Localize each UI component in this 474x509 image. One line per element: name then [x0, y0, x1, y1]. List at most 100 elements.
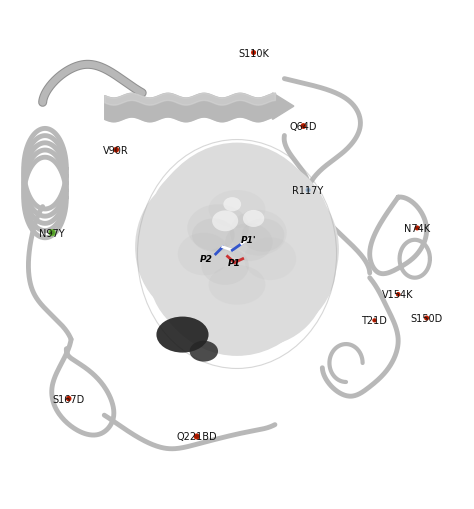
- Point: [291, 113, 298, 121]
- Point: [371, 317, 378, 325]
- Point: [112, 147, 120, 155]
- Point: [413, 224, 421, 233]
- Point: [300, 123, 307, 131]
- Point: [193, 433, 201, 441]
- Ellipse shape: [152, 164, 265, 259]
- Text: V90R: V90R: [103, 146, 129, 155]
- Ellipse shape: [230, 211, 287, 256]
- Ellipse shape: [243, 211, 264, 228]
- Point: [37, 217, 45, 225]
- Point: [112, 147, 120, 155]
- Ellipse shape: [190, 341, 218, 362]
- Ellipse shape: [147, 151, 308, 321]
- Point: [394, 291, 402, 299]
- Polygon shape: [273, 94, 294, 120]
- Point: [423, 314, 430, 322]
- Ellipse shape: [161, 153, 313, 299]
- Text: T21D: T21D: [362, 316, 387, 326]
- Point: [413, 224, 421, 233]
- Point: [304, 187, 312, 195]
- Point: [112, 147, 120, 155]
- Text: S150D: S150D: [410, 314, 443, 323]
- Ellipse shape: [168, 155, 306, 269]
- Ellipse shape: [175, 188, 337, 340]
- Point: [371, 317, 378, 325]
- Point: [371, 317, 378, 325]
- Ellipse shape: [135, 177, 258, 318]
- Ellipse shape: [166, 236, 308, 349]
- Ellipse shape: [156, 157, 289, 280]
- Text: P1: P1: [228, 258, 241, 267]
- Ellipse shape: [178, 233, 230, 276]
- Point: [103, 136, 111, 145]
- Point: [250, 49, 257, 58]
- Ellipse shape: [190, 162, 327, 285]
- Point: [394, 291, 402, 299]
- Point: [112, 147, 120, 155]
- Ellipse shape: [244, 238, 296, 280]
- Point: [65, 394, 73, 403]
- Point: [304, 187, 312, 195]
- Text: P2: P2: [200, 254, 213, 264]
- Point: [304, 187, 312, 195]
- Ellipse shape: [223, 197, 241, 212]
- Point: [193, 433, 201, 441]
- Point: [304, 187, 312, 195]
- Point: [65, 394, 73, 403]
- Point: [296, 178, 304, 186]
- Point: [394, 291, 402, 299]
- Ellipse shape: [209, 265, 265, 305]
- Point: [56, 385, 64, 393]
- Text: Q221BD: Q221BD: [176, 432, 217, 442]
- Point: [387, 282, 395, 291]
- Point: [193, 433, 201, 441]
- Point: [300, 123, 307, 131]
- Ellipse shape: [192, 219, 235, 252]
- Point: [48, 229, 56, 237]
- Point: [394, 291, 402, 299]
- Ellipse shape: [142, 174, 294, 335]
- Point: [300, 123, 307, 131]
- Text: N97Y: N97Y: [39, 228, 65, 238]
- Point: [65, 394, 73, 403]
- Ellipse shape: [156, 317, 209, 353]
- Ellipse shape: [190, 210, 327, 347]
- Ellipse shape: [149, 210, 292, 342]
- Point: [413, 224, 421, 233]
- Point: [65, 394, 73, 403]
- Point: [423, 314, 430, 322]
- Point: [423, 314, 430, 322]
- Point: [183, 422, 191, 430]
- Point: [48, 229, 56, 237]
- Point: [48, 229, 56, 237]
- Point: [371, 317, 378, 325]
- Text: S167D: S167D: [53, 394, 85, 404]
- Point: [394, 291, 402, 299]
- Point: [250, 49, 257, 58]
- Point: [364, 309, 372, 318]
- Ellipse shape: [212, 211, 238, 232]
- Point: [193, 433, 201, 441]
- Point: [304, 187, 312, 195]
- Point: [394, 291, 402, 299]
- Point: [250, 49, 257, 58]
- Ellipse shape: [154, 193, 320, 354]
- Point: [112, 147, 120, 155]
- Text: R117Y: R117Y: [292, 186, 324, 195]
- Point: [48, 229, 56, 237]
- Point: [423, 314, 430, 322]
- Point: [250, 49, 257, 58]
- Text: N74K: N74K: [404, 223, 430, 234]
- Point: [413, 224, 421, 233]
- Point: [300, 123, 307, 131]
- Text: V154K: V154K: [383, 290, 414, 300]
- Point: [371, 317, 378, 325]
- Ellipse shape: [201, 247, 249, 285]
- Point: [405, 216, 413, 224]
- Ellipse shape: [145, 144, 329, 356]
- Point: [250, 49, 257, 58]
- Point: [371, 317, 378, 325]
- Point: [371, 317, 378, 325]
- Point: [423, 314, 430, 322]
- Point: [300, 123, 307, 131]
